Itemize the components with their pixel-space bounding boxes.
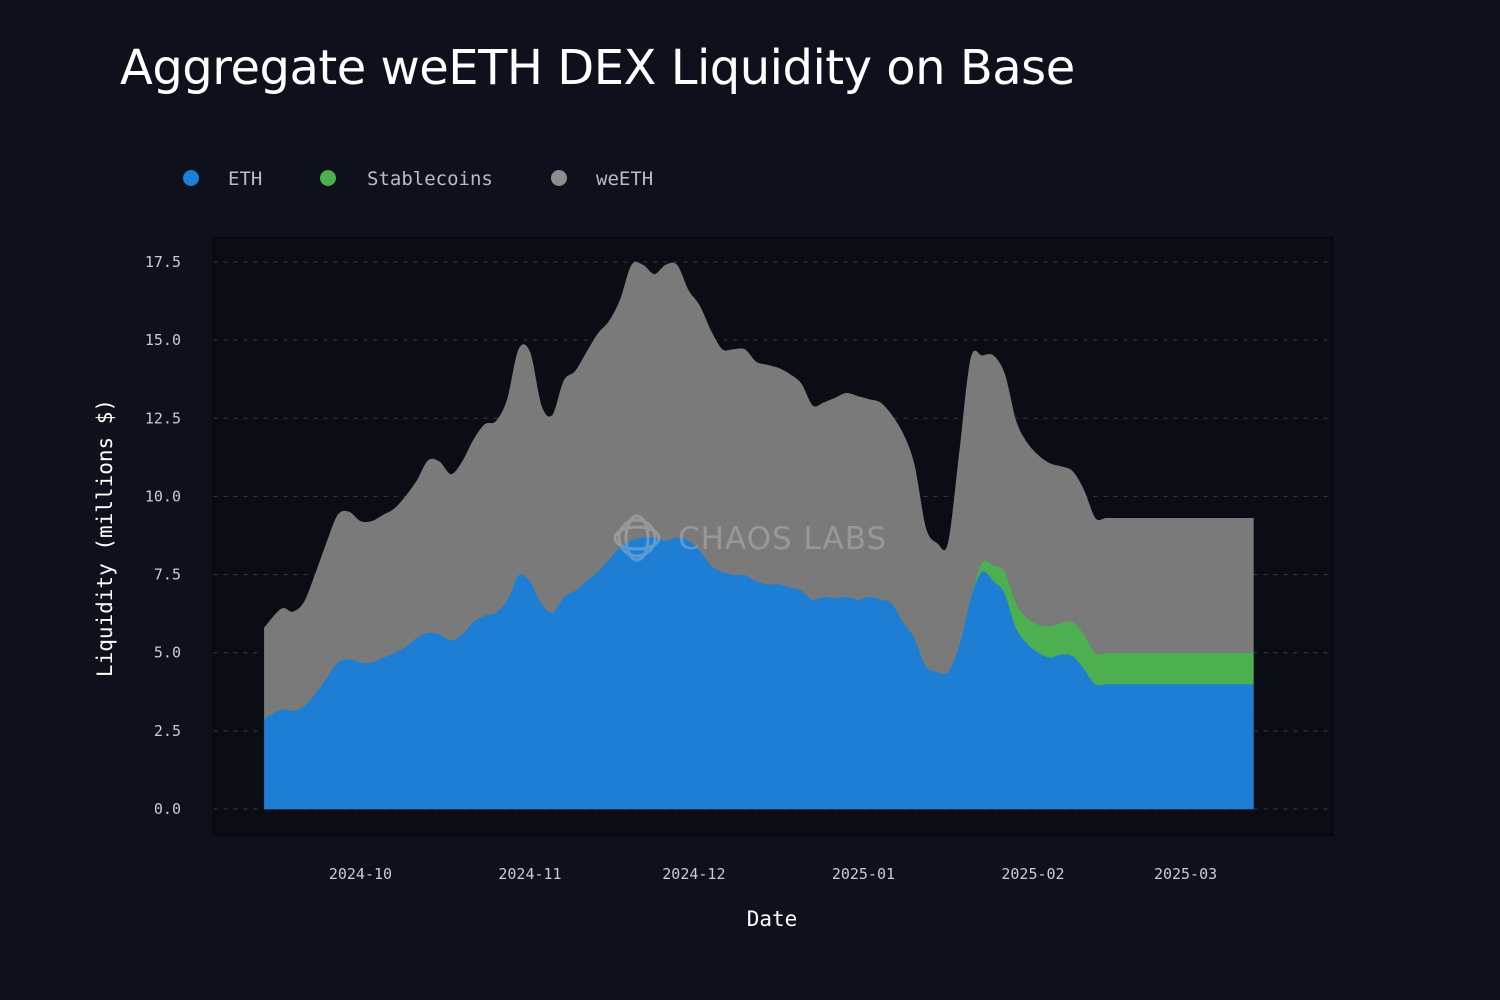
y-tick-labels: 0.0 2.5 5.0 7.5 10.0 12.5 15.0 17.5 (145, 253, 181, 818)
legend-label-eth: ETH (228, 168, 262, 190)
watermark-text: CHAOS LABS (678, 521, 887, 557)
x-tick-labels: 2024-10 2024-11 2024-12 2025-01 2025-02 2025-… (329, 865, 1217, 883)
chart-title: Aggregate weETH DEX Liquidity on Base (120, 40, 1075, 96)
x-tick-label: 2025-02 (1001, 865, 1064, 883)
x-tick-label: 2024-10 (329, 865, 392, 883)
x-tick-label: 2024-11 (498, 865, 561, 883)
x-tick-label: 2024-12 (662, 865, 725, 883)
y-tick-label: 2.5 (154, 722, 181, 740)
legend-label-stablecoins: Stablecoins (367, 168, 493, 190)
y-axis-label: Liquidity (millions $) (93, 399, 117, 677)
area-weeth[interactable] (264, 261, 1254, 719)
legend-item-stablecoins[interactable]: Stablecoins (320, 168, 493, 190)
y-tick-label: 0.0 (154, 800, 181, 818)
legend-item-weeth[interactable]: weETH (551, 168, 653, 190)
x-tick-label: 2025-03 (1154, 865, 1217, 883)
y-tick-label: 15.0 (145, 331, 181, 349)
legend-label-weeth: weETH (596, 168, 653, 190)
y-tick-label: 7.5 (154, 566, 181, 584)
x-axis-label: Date (747, 907, 798, 931)
y-tick-label: 12.5 (145, 409, 181, 427)
legend-marker-stablecoins (320, 170, 336, 186)
chaos-labs-logo-icon (613, 514, 661, 562)
legend: ETH Stablecoins weETH (183, 168, 653, 190)
legend-marker-weeth (551, 170, 567, 186)
watermark: CHAOS LABS (613, 514, 887, 562)
y-tick-label: 17.5 (145, 253, 181, 271)
legend-item-eth[interactable]: ETH (183, 168, 262, 190)
legend-marker-eth (183, 170, 199, 186)
x-tick-label: 2025-01 (832, 865, 895, 883)
y-tick-label: 5.0 (154, 644, 181, 662)
y-tick-label: 10.0 (145, 487, 181, 505)
area-series (264, 261, 1254, 810)
